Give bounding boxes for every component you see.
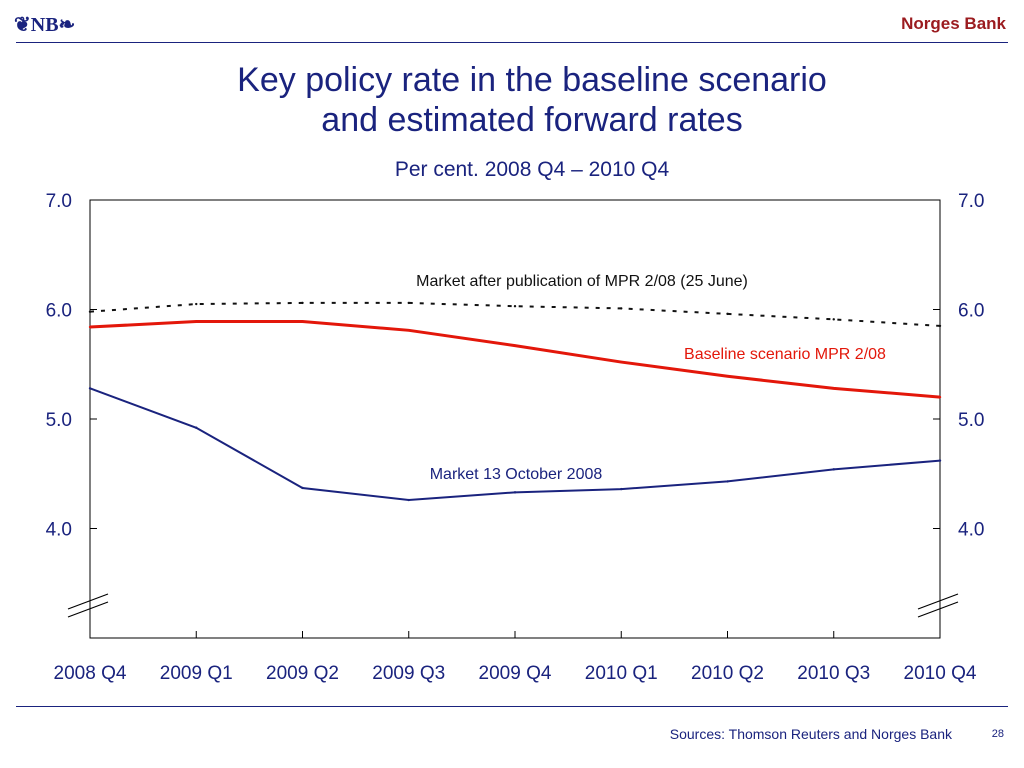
series-market-13-october-point xyxy=(938,459,942,462)
norges-bank-logo: ❦NB❧ xyxy=(14,14,76,36)
series-market-13-october-label: Market 13 October 2008 xyxy=(430,466,603,483)
series-market-after-mpr-point xyxy=(301,301,304,305)
plot-frame xyxy=(89,199,941,639)
axis-break-left xyxy=(67,593,109,610)
series-market-13-october-point xyxy=(832,468,835,471)
series-market-13-october-point xyxy=(513,491,517,494)
y-tick-label-right: 5.0 xyxy=(958,410,984,431)
x-tick-label: 2009 Q2 xyxy=(266,663,339,684)
series-market-13-october-point xyxy=(620,487,623,491)
axis-break-left xyxy=(67,601,109,618)
x-tick-label: 2010 Q3 xyxy=(797,663,870,684)
series-baseline-scenario-point xyxy=(513,344,517,347)
series-baseline-scenario-point xyxy=(832,387,835,390)
y-tick-label-right: 4.0 xyxy=(958,520,984,541)
series-market-13-october-line xyxy=(89,387,941,502)
y-tick-label-left: 7.0 xyxy=(46,191,72,212)
series-market-13-october-point xyxy=(301,486,304,490)
series-market-13-october-point xyxy=(88,387,92,390)
series-market-after-mpr-point xyxy=(938,324,942,328)
x-tick-label: 2010 Q1 xyxy=(585,663,658,684)
series-market-after-mpr-point xyxy=(726,312,729,316)
series-baseline-scenario-point xyxy=(195,320,198,323)
sources-note: Sources: Thomson Reuters and Norges Bank xyxy=(669,726,952,742)
header-divider xyxy=(16,42,1008,43)
series-market-13-october-point xyxy=(726,480,729,483)
x-tick-label: 2009 Q1 xyxy=(160,663,233,684)
series-baseline-scenario-point xyxy=(726,375,729,378)
x-tick-label: 2008 Q4 xyxy=(54,663,127,684)
axis-break-right xyxy=(917,601,959,618)
series-market-after-mpr-point xyxy=(407,301,410,305)
series-market-after-mpr-point xyxy=(620,307,623,310)
series-market-13-october-point xyxy=(407,498,410,502)
series-baseline-scenario-label: Baseline scenario MPR 2/08 xyxy=(684,346,886,363)
chart-subtitle: Per cent. 2008 Q4 – 2010 Q4 xyxy=(394,158,670,181)
x-tick-label: 2009 Q3 xyxy=(372,663,445,684)
series-market-13-october-point xyxy=(195,426,198,429)
y-tick-label-left: 6.0 xyxy=(46,301,72,322)
series-market-after-mpr-label: Market after publication of MPR 2/08 (25… xyxy=(416,273,748,290)
chart-title-line-2: and estimated forward rates xyxy=(321,101,743,139)
y-tick-label-right: 6.0 xyxy=(958,301,984,322)
chart-title-line-1: Key policy rate in the baseline scenario xyxy=(237,61,827,99)
x-tick-label: 2010 Q2 xyxy=(691,663,764,684)
page-number: 28 xyxy=(991,728,1004,740)
x-tick-label: 2010 Q4 xyxy=(904,663,977,684)
series-baseline-scenario-point xyxy=(301,320,304,323)
series-market-after-mpr-point xyxy=(513,305,517,308)
series-baseline-scenario-point xyxy=(620,360,623,364)
y-tick-label-left: 5.0 xyxy=(46,410,72,431)
series-market-after-mpr-point xyxy=(88,310,92,313)
y-tick-label-right: 7.0 xyxy=(958,191,984,212)
x-tick-label: 2009 Q4 xyxy=(479,663,552,684)
chart-title: Key policy rate in the baseline scenario… xyxy=(0,60,1024,140)
series-baseline-scenario-point xyxy=(938,395,942,399)
y-tick-label-left: 4.0 xyxy=(46,520,72,541)
axis-break-right xyxy=(917,593,959,610)
brand-name: Norges Bank xyxy=(901,14,1006,33)
series-market-after-mpr-point xyxy=(832,318,835,321)
series-baseline-scenario-point xyxy=(88,325,92,329)
series-market-after-mpr-point xyxy=(195,302,198,306)
footer-divider xyxy=(16,706,1008,707)
series-baseline-scenario-point xyxy=(407,329,410,332)
